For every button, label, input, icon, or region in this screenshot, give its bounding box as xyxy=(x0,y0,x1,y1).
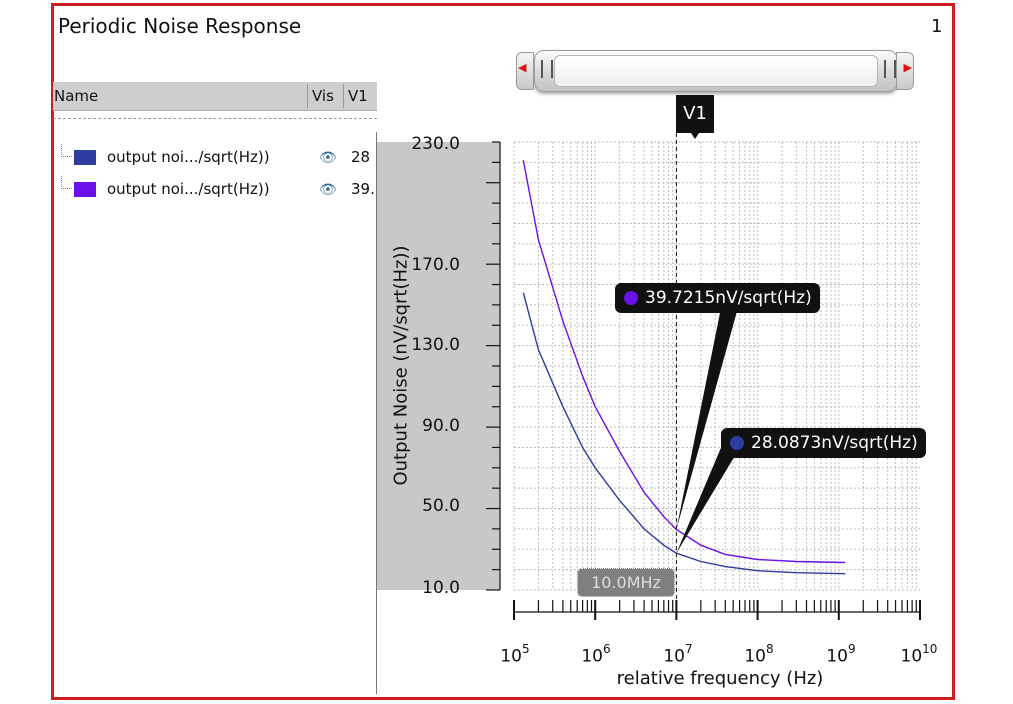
tree-connector xyxy=(61,176,72,189)
y-axis-band xyxy=(377,142,500,590)
scroll-left-button[interactable] xyxy=(516,52,534,90)
callout-pointer xyxy=(676,443,739,554)
x-tick-label: 109 xyxy=(826,642,856,667)
legend-header: Name Vis V1 xyxy=(53,82,377,111)
series-name: output noi.../sqrt(Hz)) xyxy=(107,180,270,198)
series-dot-icon xyxy=(730,436,744,450)
series-color-swatch xyxy=(74,150,96,165)
eye-icon[interactable]: 👁 xyxy=(319,150,337,166)
x-tick-label: 1010 xyxy=(900,642,938,667)
y-tick-label: 90.0 xyxy=(422,416,460,436)
eye-icon[interactable]: 👁 xyxy=(319,182,337,198)
y-tick-label: 170.0 xyxy=(411,255,460,275)
series-line-0 xyxy=(522,292,846,575)
legend-row[interactable]: output noi.../sqrt(Hz)) 👁 39. xyxy=(53,176,377,204)
series-name: output noi.../sqrt(Hz)) xyxy=(107,148,270,166)
scroll-right-button[interactable] xyxy=(896,52,914,90)
column-separator[interactable] xyxy=(307,84,308,108)
callout-text: 28.0873nV/sqrt(Hz) xyxy=(751,433,918,453)
window-frame xyxy=(51,3,955,700)
legend-header-name[interactable]: Name xyxy=(54,87,99,105)
y-tick-label: 130.0 xyxy=(411,335,460,355)
left-arrow-icon: ◀ xyxy=(518,61,527,74)
vertical-marker-label[interactable]: V1 xyxy=(676,95,714,139)
legend-header-v1[interactable]: V1 xyxy=(348,87,368,105)
x-axis-label: relative frequency (Hz) xyxy=(616,668,824,689)
y-tick-label: 10.0 xyxy=(422,578,460,598)
series-dot-icon xyxy=(624,291,638,305)
column-separator[interactable] xyxy=(343,84,344,108)
right-arrow-icon: ▶ xyxy=(903,61,912,74)
left-grip-icon[interactable] xyxy=(541,60,553,78)
marker-value-callout[interactable]: 28.0873nV/sqrt(Hz) xyxy=(721,428,926,458)
x-tick-label: 108 xyxy=(744,642,774,667)
window-title: Periodic Noise Response xyxy=(58,14,302,38)
callout-text: 39.7215nV/sqrt(Hz) xyxy=(645,288,812,308)
legend-clipped-row xyxy=(53,118,377,125)
pane-divider[interactable] xyxy=(376,132,377,694)
x-tick-label: 107 xyxy=(663,642,693,667)
series-color-swatch xyxy=(74,182,96,197)
right-grip-icon[interactable] xyxy=(884,60,896,78)
callout-pointer xyxy=(676,298,739,530)
x-tick-label: 106 xyxy=(581,642,611,667)
x-tick-label: 105 xyxy=(500,642,530,667)
marker-value-callout[interactable]: 39.7215nV/sqrt(Hz) xyxy=(615,283,820,313)
series-v1-value: 28 xyxy=(351,148,371,166)
legend-header-vis[interactable]: Vis xyxy=(312,87,334,105)
scrollbar-thumb[interactable] xyxy=(554,55,878,87)
horizontal-scrollbar[interactable]: ◀ ▶ xyxy=(514,46,916,94)
series-v1-value: 39. xyxy=(351,180,375,198)
marker-frequency-readout[interactable]: 10.0MHz xyxy=(577,568,675,597)
legend-row[interactable]: output noi.../sqrt(Hz)) 👁 28 xyxy=(53,144,377,172)
page-number: 1 xyxy=(931,16,943,37)
y-tick-label: 50.0 xyxy=(422,496,460,516)
series-line-1 xyxy=(522,160,846,564)
y-tick-label: 230.0 xyxy=(411,134,460,154)
tree-connector xyxy=(61,144,72,157)
